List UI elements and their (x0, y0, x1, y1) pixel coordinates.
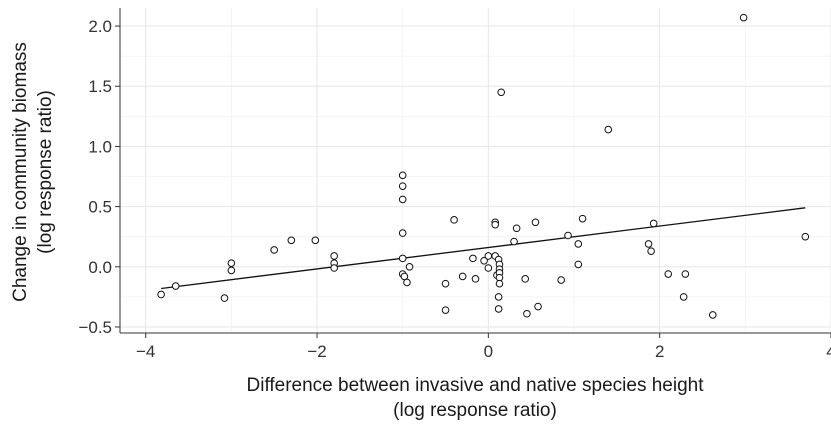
x-axis-ticks: −4 −2 0 2 4 (136, 333, 831, 361)
grid-lines (120, 8, 831, 333)
y-tick-label: 1.0 (88, 137, 112, 156)
y-axis-ticks: −0.5 0.0 0.5 1.0 1.5 2.0 (78, 17, 120, 337)
data-point (578, 214, 587, 223)
data-point (512, 224, 521, 233)
data-point (708, 311, 717, 319)
data-point (647, 247, 655, 255)
data-point (220, 294, 229, 302)
data-point (484, 252, 493, 260)
data-point (494, 293, 503, 301)
regression-line-layer (161, 207, 806, 290)
data-point (664, 270, 673, 278)
x-tick-label: 2 (655, 342, 664, 361)
data-point (574, 240, 583, 248)
data-point (604, 125, 613, 134)
data-point (521, 275, 529, 283)
data-point (227, 259, 236, 267)
y-axis-title-line-1: Change in community biomass (10, 42, 31, 302)
y-tick-label: 2.0 (88, 17, 112, 36)
data-point (564, 231, 572, 240)
data-point (681, 270, 690, 278)
x-axis-title-line-2: (log response ratio) (393, 400, 557, 421)
data-point (469, 254, 477, 263)
data-point (649, 219, 658, 228)
data-point (441, 279, 450, 288)
data-point (330, 264, 338, 272)
data-point (480, 256, 488, 265)
y-tick-label: 0.5 (88, 198, 112, 217)
data-point (491, 220, 500, 229)
data-points (157, 13, 810, 319)
data-point (403, 278, 411, 287)
y-tick-label: 1.5 (88, 77, 112, 96)
data-point (398, 229, 407, 237)
data-point (398, 195, 407, 204)
x-axis-title-line-1: Difference between invasive and native s… (247, 375, 705, 396)
x-tick-label: 4 (826, 342, 831, 361)
data-point (471, 275, 480, 283)
y-tick-label: −0.5 (78, 318, 112, 337)
y-axis-title-line-2: (log response ratio) (35, 90, 56, 254)
data-point (484, 264, 493, 272)
data-point (398, 182, 407, 190)
data-point (311, 236, 320, 245)
data-point (494, 305, 503, 313)
data-point (534, 302, 542, 311)
data-point (287, 236, 296, 245)
data-point (531, 218, 540, 227)
data-point (405, 262, 414, 271)
data-point (450, 216, 458, 224)
axes (119, 8, 831, 334)
data-point (739, 13, 748, 22)
data-point (523, 309, 531, 318)
data-point (510, 237, 518, 246)
data-point (801, 232, 810, 241)
x-tick-label: −2 (307, 342, 326, 361)
x-tick-label: 0 (484, 342, 493, 361)
data-point (574, 260, 583, 269)
regression-line (161, 207, 806, 290)
data-point (398, 171, 407, 180)
data-point (458, 272, 467, 281)
data-point (497, 88, 505, 97)
data-point (398, 254, 407, 263)
data-point (644, 240, 653, 248)
data-point (679, 293, 688, 301)
y-tick-label: 0.0 (88, 258, 112, 277)
data-point (557, 276, 565, 284)
data-point (270, 246, 278, 254)
data-point (157, 290, 165, 299)
data-point (227, 266, 236, 275)
data-point (171, 282, 180, 290)
data-point (495, 279, 504, 288)
x-tick-label: −4 (136, 342, 155, 361)
data-point (330, 252, 338, 260)
data-point (441, 306, 450, 314)
